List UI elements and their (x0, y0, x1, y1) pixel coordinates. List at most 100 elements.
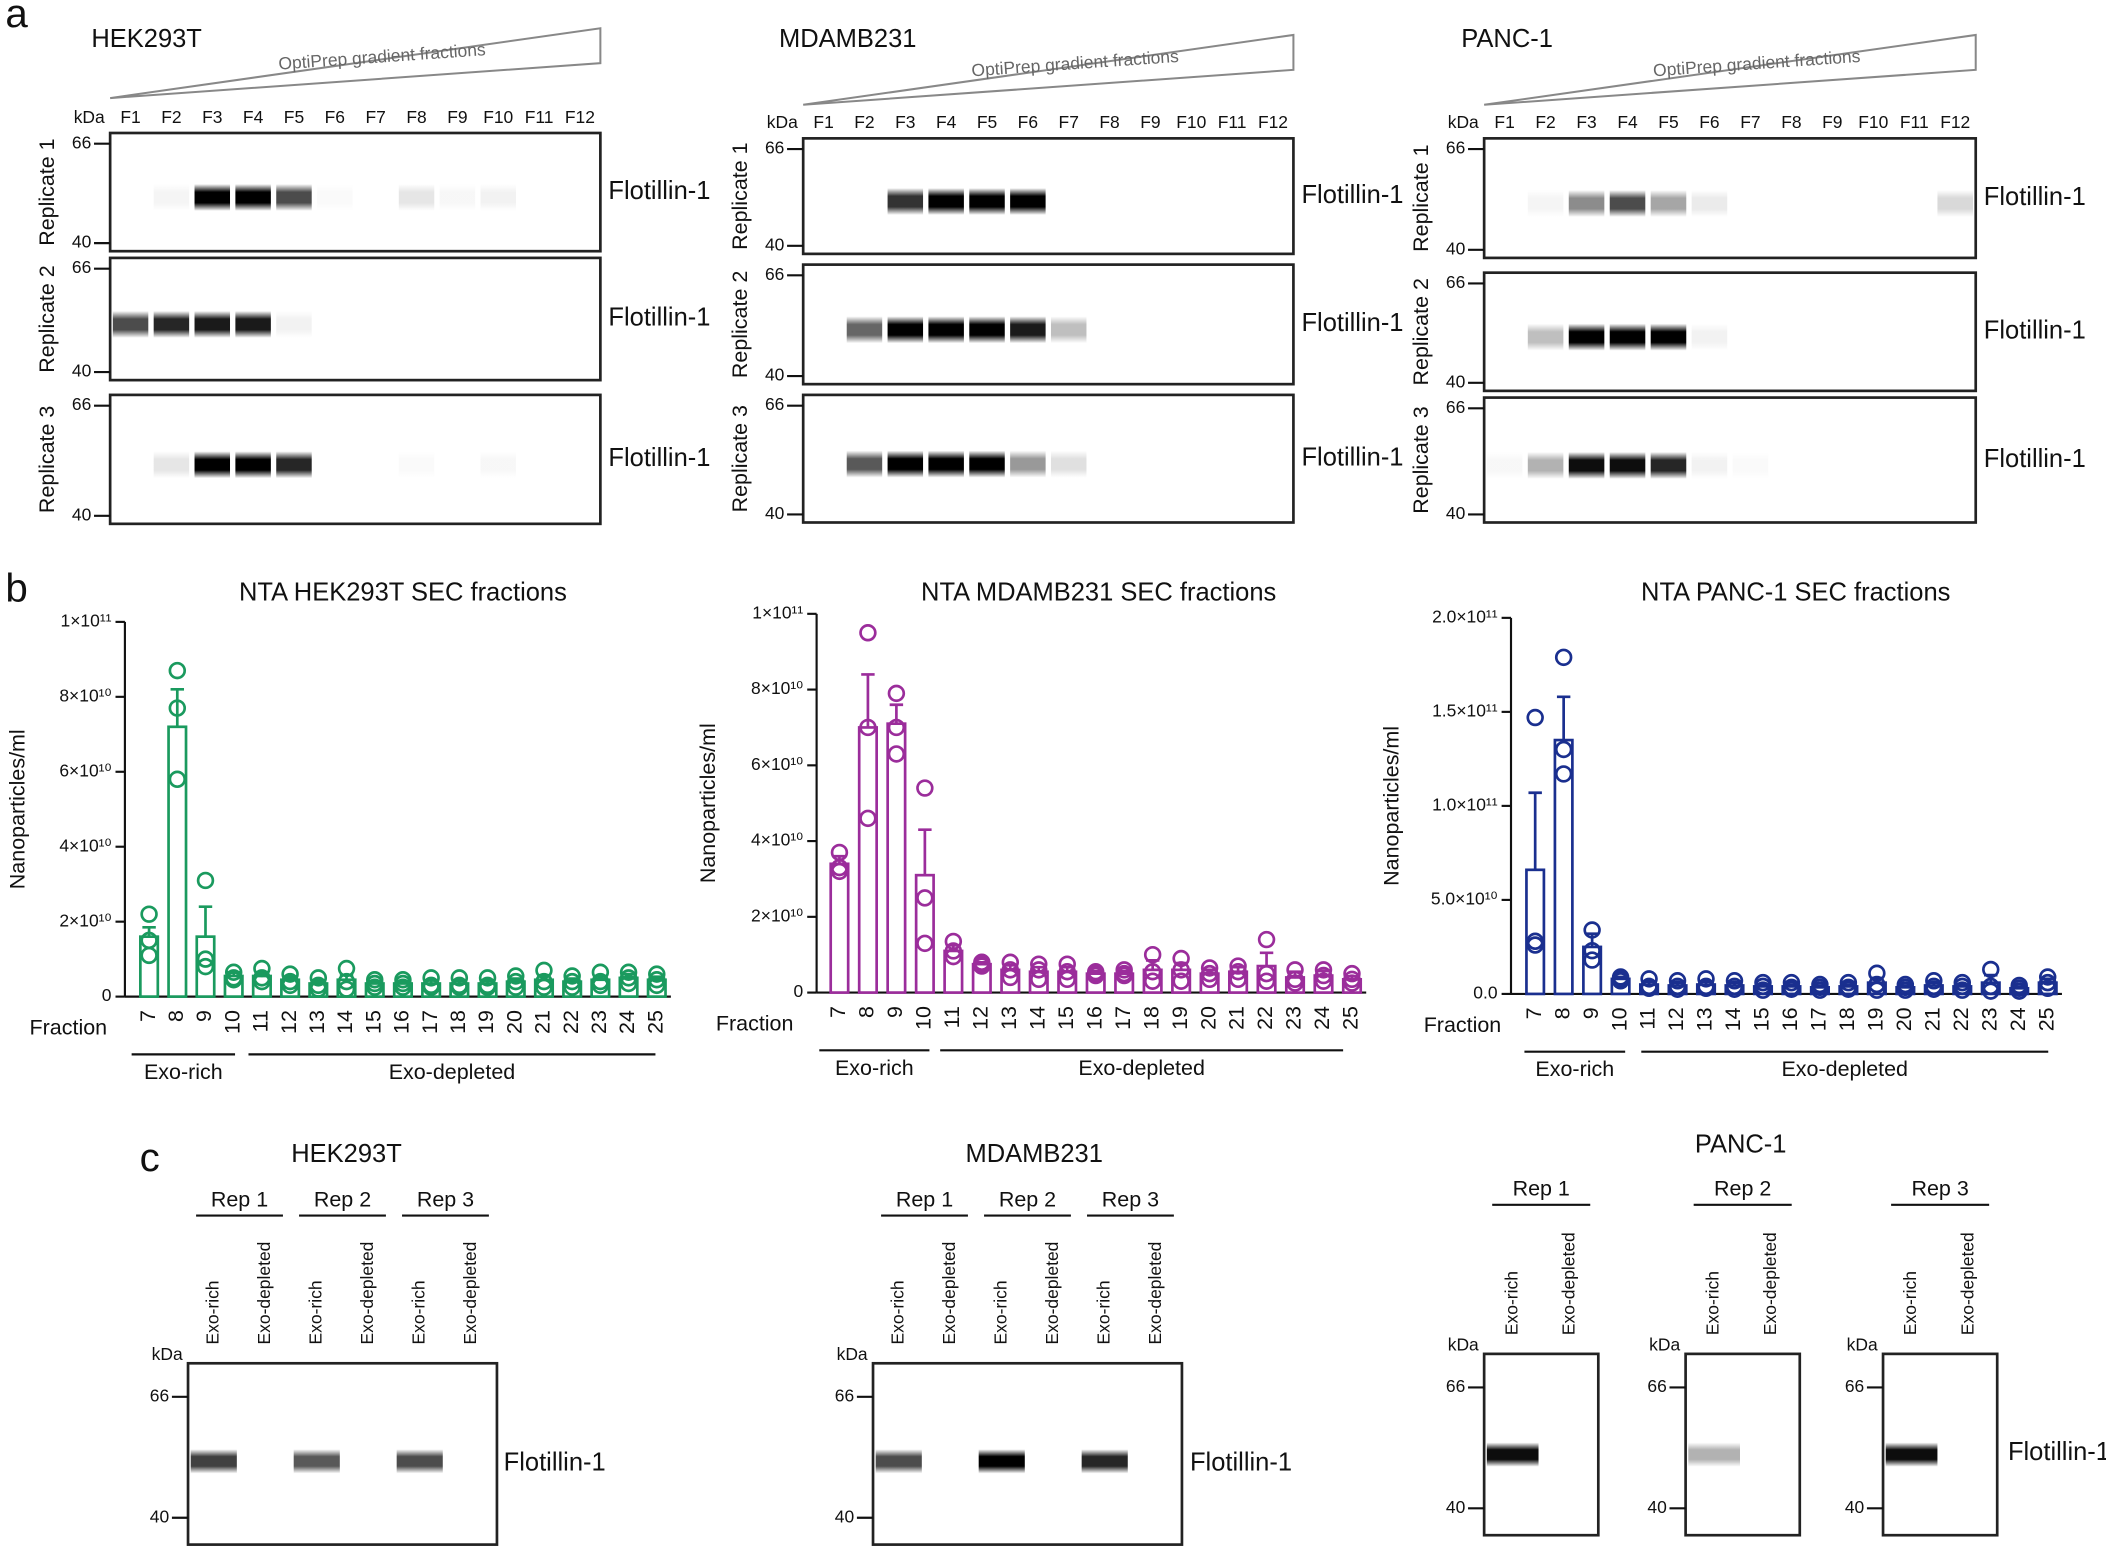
replicate-point (168, 770, 187, 789)
error-bar (1259, 951, 1274, 967)
replicate-point (591, 976, 610, 995)
replicate-point (887, 745, 906, 763)
kda-label: kDa (767, 112, 798, 132)
y-tick-label: 1×10¹¹ (752, 602, 803, 622)
lane-label: F2 (1535, 112, 1555, 132)
blot-band (978, 1449, 1025, 1474)
blot-band (1486, 1442, 1539, 1467)
y-tick-label: 8×10¹⁰ (751, 678, 803, 698)
x-axis-label: Fraction (716, 1011, 794, 1035)
blot-band (1010, 188, 1046, 215)
x-tick-label: 7 (1522, 1007, 1546, 1019)
kda-label: kDa (1847, 1334, 1878, 1354)
blot-band (112, 310, 149, 338)
replicate-point (1782, 980, 1801, 998)
replicate-point (2038, 968, 2057, 986)
y-tick-label: 0 (102, 985, 112, 1005)
replicate-point (1115, 966, 1133, 985)
replicate-point (450, 978, 469, 996)
replicate-point (859, 809, 877, 828)
marker-label: 66 (150, 1385, 169, 1405)
replicate-point (1839, 973, 1858, 992)
x-tick-label: 10 (220, 1010, 244, 1034)
blot-band (887, 316, 924, 344)
replicate-point (507, 978, 525, 996)
replicate-point (1526, 936, 1544, 954)
lane-label: F6 (1699, 112, 1719, 132)
replicate-point (1172, 949, 1190, 968)
blot-box (108, 393, 602, 526)
replicate-point (1001, 961, 1020, 979)
x-tick-label: 19 (474, 1010, 498, 1034)
replicate-point (1172, 961, 1190, 979)
marker-label: 66 (1446, 397, 1465, 417)
kda-label: kDa (837, 1344, 868, 1364)
blot-box (801, 263, 1295, 386)
blot-box (108, 256, 602, 382)
replicate-point (1782, 973, 1801, 992)
replicate-point (859, 624, 877, 642)
replicate-point (2038, 973, 2057, 992)
replicate-point (1583, 951, 1601, 969)
blot-band (440, 184, 475, 211)
blot-band (969, 450, 1005, 478)
blot-title: MDAMB231 (965, 1140, 1102, 1168)
marker-label: 66 (1446, 272, 1465, 292)
lane-label: F4 (936, 112, 957, 132)
replicate-label: Replicate 1 (35, 138, 59, 245)
replicate-point (916, 889, 934, 907)
replicate-point (1200, 970, 1219, 989)
marker-label: 40 (72, 232, 92, 252)
lane-label: Exo-rich (887, 1280, 907, 1344)
x-axis-label: Fraction (30, 1016, 108, 1040)
replicate-point (2038, 979, 2057, 998)
replicate-point (1868, 975, 1886, 994)
replicate-point (1172, 972, 1190, 990)
x-tick-label: 25 (643, 1010, 667, 1034)
x-tick-label: 12 (277, 1010, 301, 1034)
error-bar (975, 960, 989, 965)
y-tick-label: 2.0×10¹¹ (1432, 606, 1498, 626)
marker-label: 66 (835, 1385, 854, 1405)
group-label: Exo-rich (1535, 1057, 1614, 1081)
x-tick-label: 15 (361, 1010, 385, 1034)
x-tick-label: 7 (826, 1006, 850, 1018)
replicate-point (1811, 981, 1829, 999)
lane-label: F10 (483, 107, 513, 127)
x-tick-label: 13 (1693, 1007, 1717, 1031)
replicate-point (1286, 961, 1304, 979)
x-tick-label: 18 (446, 1010, 470, 1034)
marker-label: 66 (1845, 1376, 1864, 1396)
x-tick-label: 8 (1550, 1007, 1574, 1019)
replicate-point (337, 959, 356, 978)
blot-band (887, 450, 924, 478)
blot-band (190, 1449, 237, 1474)
marker-label: 40 (1446, 371, 1466, 391)
marker-label: 66 (72, 257, 91, 277)
lane-label: F12 (1940, 112, 1970, 132)
blot-band (1050, 316, 1087, 344)
kda-label: kDa (74, 107, 105, 127)
rep-label: Rep 1 (896, 1187, 953, 1211)
protein-label: Flotillin-1 (2008, 1438, 2106, 1466)
replicate-point (1640, 979, 1658, 998)
protein-label: Flotillin-1 (1301, 181, 1403, 209)
replicate-point (1343, 964, 1361, 983)
replicate-point (253, 959, 271, 978)
replicate-point (1229, 957, 1247, 975)
x-tick-label: 11 (940, 1006, 964, 1028)
replicate-point (507, 972, 525, 991)
blot-band (1010, 450, 1046, 478)
kda-label: kDa (1448, 112, 1479, 132)
replicate-point (1925, 980, 1943, 998)
lane-label: Exo-depleted (1145, 1242, 1165, 1345)
replicate-label: Replicate 2 (1409, 278, 1433, 385)
panel-label: a (5, 0, 28, 36)
replicate-point (1668, 972, 1687, 990)
replicate-point (478, 969, 497, 987)
marker-label: 40 (1845, 1497, 1865, 1517)
marker-label: 66 (1647, 1376, 1666, 1396)
replicate-point (1697, 970, 1715, 988)
blot-band (480, 451, 515, 478)
marker-label: 66 (1446, 138, 1465, 158)
